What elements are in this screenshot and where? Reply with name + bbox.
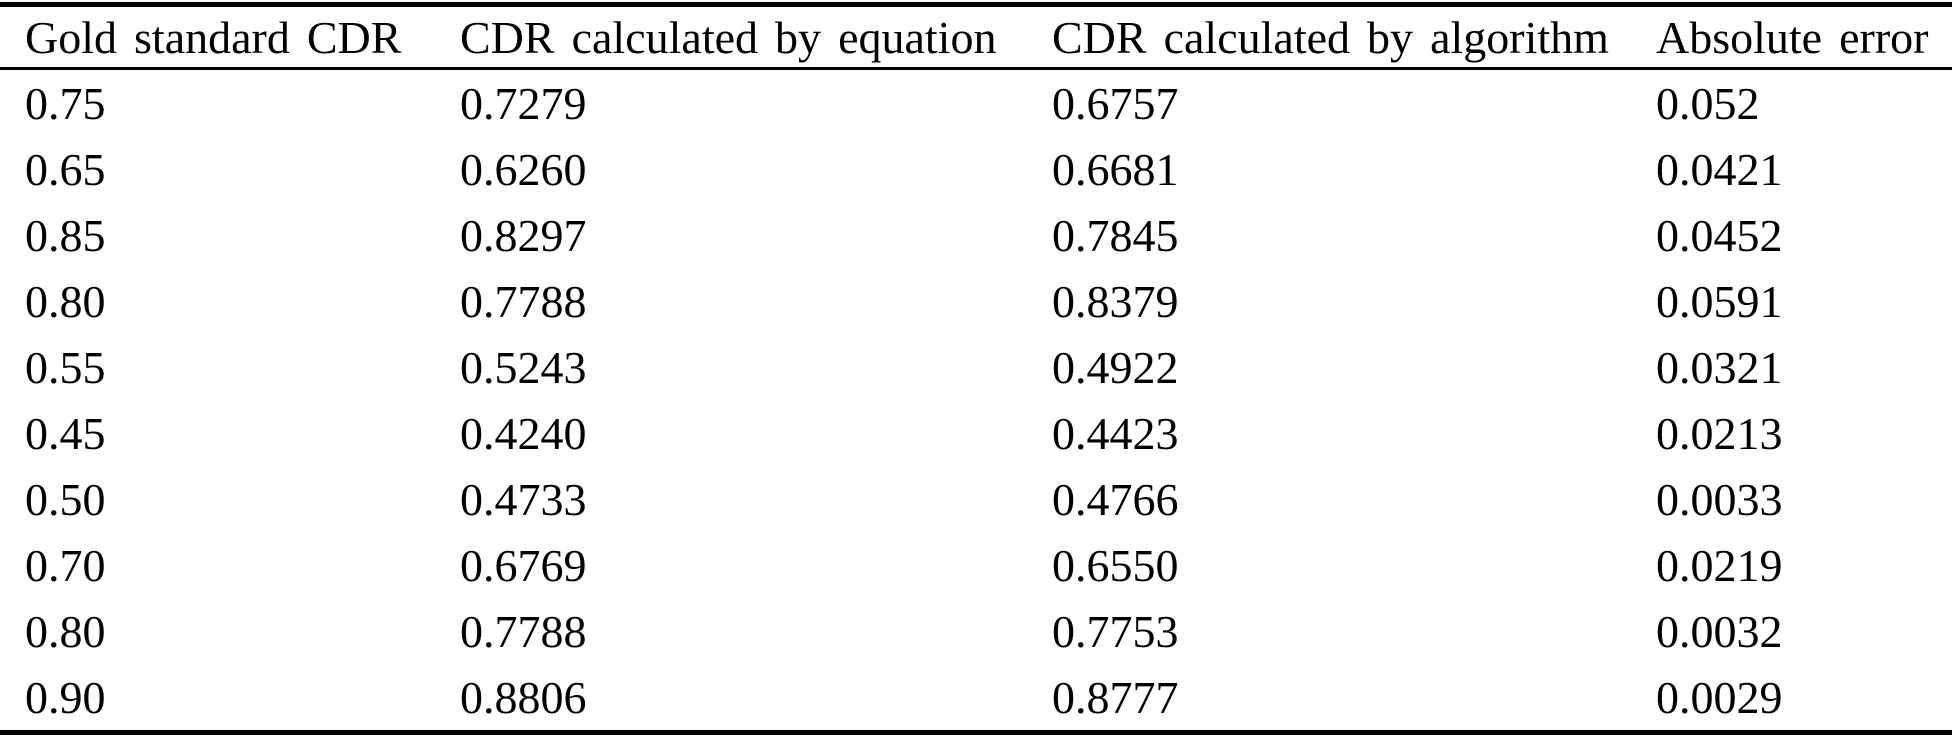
table-row: 0.70 0.6769 0.6550 0.0219 [0,532,1952,598]
table-cell: 0.0452 [1656,209,1783,261]
table-cell: 0.70 [25,539,106,591]
table-cell: 0.7845 [1052,209,1179,261]
table-cell: 0.4733 [460,473,587,525]
table-cell: 0.6757 [1052,77,1179,129]
table-cell: 0.75 [25,77,106,129]
table-cell: 0.8297 [460,209,587,261]
table-cell: 0.6550 [1052,539,1179,591]
table-cell: 0.8806 [435,664,1027,735]
table-cell: 0.8777 [1027,664,1631,735]
header-row: Gold standard CDR CDR calculated by equa… [0,2,1952,70]
table-cell: 0.052 [1656,77,1760,129]
table-row: 0.80 0.7788 0.8379 0.0591 [0,268,1952,334]
table-cell: 0.0033 [1656,473,1783,525]
table-cell: 0.0591 [1656,275,1783,327]
table-cell: 0.7279 [460,77,587,129]
table-row: 0.85 0.8297 0.7845 0.0452 [0,202,1952,268]
table-cell: 0.6769 [460,539,587,591]
table-cell: 0.0421 [1656,143,1783,195]
table-row: 0.50 0.4733 0.4766 0.0033 [0,466,1952,532]
table-cell: 0.7788 [460,605,587,657]
table-cell: 0.0321 [1656,341,1783,393]
table-row: 0.65 0.6260 0.6681 0.0421 [0,136,1952,202]
table-cell: 0.0219 [1656,539,1783,591]
table-cell: 0.80 [25,605,106,657]
table-cell: 0.65 [25,143,106,195]
table-row: 0.45 0.4240 0.4423 0.0213 [0,400,1952,466]
table-cell: 0.4766 [1052,473,1179,525]
table-cell: 0.8379 [1052,275,1179,327]
table-cell: 0.6681 [1052,143,1179,195]
table-row: 0.90 0.8806 0.8777 0.0029 [0,664,1952,735]
table-cell: 0.90 [0,664,435,735]
column-header-absolute-error: Absolute error [1631,2,1952,70]
table-body: 0.75 0.7279 0.6757 0.052 0.65 0.6260 0.6681 0.0… [0,69,1952,735]
table-cell: 0.7753 [1052,605,1179,657]
table-cell: 0.50 [25,473,106,525]
column-header-cdr-by-algorithm: CDR calculated by algorithm [1027,2,1631,70]
table-cell: 0.0029 [1631,664,1952,735]
table-cell: 0.0032 [1656,605,1783,657]
table-row: 0.75 0.7279 0.6757 0.052 [0,69,1952,137]
table-header: Gold standard CDR CDR calculated by equa… [0,2,1952,70]
table-cell: 0.6260 [460,143,587,195]
column-header-cdr-by-equation: CDR calculated by equation [435,2,1027,70]
table-cell: 0.80 [25,275,106,327]
column-header-gold-standard-cdr: Gold standard CDR [0,2,435,70]
table-cell: 0.45 [25,407,106,459]
table-cell: 0.4240 [460,407,587,459]
table-cell: 0.55 [25,341,106,393]
table-cell: 0.5243 [460,341,587,393]
table-row: 0.80 0.7788 0.7753 0.0032 [0,598,1952,664]
table-cell: 0.85 [25,209,106,261]
table-cell: 0.4922 [1052,341,1179,393]
table-row: 0.55 0.5243 0.4922 0.0321 [0,334,1952,400]
table-cell: 0.4423 [1052,407,1179,459]
table-cell: 0.7788 [460,275,587,327]
table-cell: 0.0213 [1656,407,1783,459]
